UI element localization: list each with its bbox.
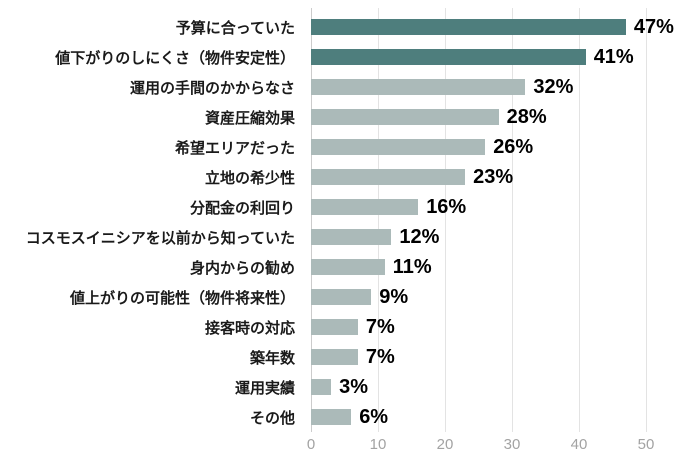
bar-track: 7% [303,342,700,372]
bar-row: 値下がりのしにくさ（物件安定性） 41% [0,42,700,72]
bar [311,139,486,155]
bar [311,19,626,35]
bar-track: 7% [303,312,700,342]
bar-row: 予算に合っていた 47% [0,12,700,42]
bar-track: 16% [303,192,700,222]
x-tick-label: 50 [637,436,655,453]
category-label: 値上がりの可能性（物件将来性） [69,289,295,307]
category-label: 立地の希少性 [204,169,295,187]
x-tick-label: 10 [369,436,387,453]
bar-track: 41% [303,42,700,72]
bar [311,289,372,305]
value-label: 28% [506,105,547,128]
zero-axis-line [311,8,312,432]
value-label: 9% [379,285,409,308]
bar-row: 築年数 7% [0,342,700,372]
bar [311,49,586,65]
category-label: 運用の手間のかからなさ [129,79,295,97]
bar-track: 3% [303,372,700,402]
bar-row: 値上がりの可能性（物件将来性） 9% [0,282,700,312]
bar-row: その他 6% [0,402,700,432]
bar-track: 28% [303,102,700,132]
x-tick-label: 30 [503,436,521,453]
category-label: 希望エリアだった [174,139,295,157]
gridline [646,8,647,432]
bar-track: 47% [303,12,700,42]
category-label: 分配金の利回り [189,199,295,217]
bar [311,169,466,185]
value-label: 47% [633,15,674,38]
bar [311,229,392,245]
bar [311,349,358,365]
bar-row: 身内からの勧め 11% [0,252,700,282]
value-label: 7% [365,315,395,338]
bar-track: 32% [303,72,700,102]
bar-row: 分配金の利回り 16% [0,192,700,222]
bar-row: 希望エリアだった 26% [0,132,700,162]
value-label: 32% [533,75,574,98]
bar-track: 9% [303,282,700,312]
gridline [378,8,379,432]
bar-track: 11% [303,252,700,282]
value-label: 3% [339,375,368,398]
value-label: 41% [593,45,634,68]
gridline [445,8,446,432]
category-label: その他 [249,409,295,427]
category-label: 築年数 [249,349,295,367]
category-label: 資産圧縮効果 [204,109,295,127]
category-label: 運用実績 [234,379,295,397]
bar-track: 23% [303,162,700,192]
bar-track: 26% [303,132,700,162]
bar-track: 6% [303,402,700,432]
x-tick-label: 0 [306,436,316,453]
bar-row: 立地の希少性 23% [0,162,700,192]
bar [311,109,499,125]
value-label: 7% [365,345,395,368]
x-tick-label: 40 [570,436,588,453]
bar [311,79,526,95]
bar-row: 接客時の対応 7% [0,312,700,342]
bar-rows: 予算に合っていた 47% 値下がりのしにくさ（物件安定性） 41% 運用の手間のかからな… [0,12,700,432]
category-label: 予算に合っていた [175,19,295,37]
category-label: コスモスイニシアを以前から知っていた [25,229,295,247]
value-label: 11% [392,255,432,278]
value-label: 23% [473,165,514,188]
x-tick-label: 20 [436,436,454,453]
bar [311,409,352,425]
x-axis: 0 10 20 30 40 50 [0,436,700,460]
value-label: 6% [359,405,389,428]
bar-track: 12% [303,222,700,252]
value-label: 26% [493,135,534,158]
gridline [579,8,580,432]
bar [311,259,385,275]
bar [311,319,358,335]
value-label: 12% [399,225,440,248]
bar [311,379,332,395]
value-label: 16% [426,195,467,218]
category-label: 身内からの勧め [189,259,295,277]
plot-gridlines [0,8,700,432]
gridline [512,8,513,432]
category-label: 値下がりのしにくさ（物件安定性） [55,49,295,67]
category-label: 接客時の対応 [204,319,295,337]
bar-row: コスモスイニシアを以前から知っていた 12% [0,222,700,252]
bar-row: 資産圧縮効果 28% [0,102,700,132]
bar-row: 運用の手間のかからなさ 32% [0,72,700,102]
bar [311,199,419,215]
bar-row: 運用実績 3% [0,372,700,402]
